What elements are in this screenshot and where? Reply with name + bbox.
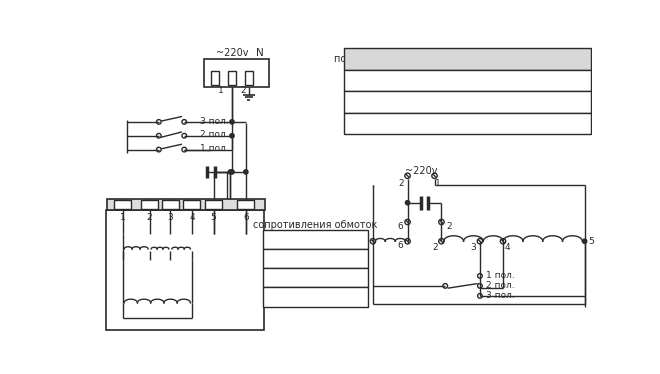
Text: 2 - 3: 2 - 3 (279, 254, 303, 264)
Text: 2: 2 (432, 243, 438, 252)
Text: III: III (401, 119, 409, 128)
Bar (345, 113, 591, 134)
Circle shape (228, 170, 232, 174)
Bar (345, 70, 591, 91)
Text: 4: 4 (189, 213, 195, 222)
Bar (211, 71, 219, 85)
Text: 3 пол.: 3 пол. (199, 117, 228, 126)
Text: 3 пол.: 3 пол. (486, 291, 515, 300)
Text: положение переключателя: положение переключателя (334, 54, 476, 64)
Circle shape (230, 120, 234, 124)
Bar (263, 230, 368, 249)
Text: 5: 5 (211, 213, 216, 222)
Text: I: I (403, 75, 407, 85)
Text: 2: 2 (241, 86, 246, 95)
Text: 2: 2 (398, 179, 404, 188)
Bar (263, 288, 368, 307)
Bar (345, 91, 591, 113)
Bar (107, 199, 265, 211)
Text: 1: 1 (119, 213, 125, 222)
Bar (345, 48, 591, 70)
Text: 1 пол.: 1 пол. (199, 144, 228, 153)
Text: 2: 2 (446, 222, 451, 231)
Text: 5: 5 (589, 237, 594, 246)
Bar (245, 71, 253, 85)
Text: 2 пол.: 2 пол. (199, 131, 228, 140)
Text: 6: 6 (243, 213, 249, 222)
Circle shape (583, 239, 587, 243)
Text: ~220v: ~220v (405, 166, 438, 176)
Bar (205, 200, 222, 209)
Circle shape (244, 170, 248, 174)
Text: 1: 1 (436, 179, 441, 188)
Text: 184: 184 (333, 234, 353, 244)
Bar (263, 249, 368, 268)
Bar (114, 200, 131, 209)
Bar (263, 268, 368, 288)
Bar (141, 200, 158, 209)
Bar (162, 200, 179, 209)
Text: 1: 1 (218, 86, 224, 95)
Text: сопротивления обмоток: сопротивления обмоток (253, 220, 378, 230)
Text: сопротивление на входе: сопротивление на входе (465, 54, 592, 64)
Text: 3 - 4: 3 - 4 (279, 273, 303, 283)
Text: 1: 1 (363, 241, 369, 250)
Bar (203, 59, 269, 87)
Text: 3: 3 (471, 243, 476, 252)
Circle shape (230, 170, 234, 174)
Text: N: N (256, 48, 263, 58)
Text: 4: 4 (505, 243, 510, 252)
Bar (238, 200, 254, 209)
Text: 6: 6 (397, 222, 403, 231)
Text: 6: 6 (397, 241, 403, 250)
Text: 74: 74 (337, 254, 350, 264)
Text: II: II (402, 97, 408, 107)
Circle shape (405, 200, 410, 205)
Text: 258 ом: 258 ом (510, 97, 546, 107)
Text: ~220v: ~220v (216, 48, 248, 58)
Bar (228, 71, 236, 85)
Text: 1 пол.: 1 пол. (486, 272, 515, 280)
Text: 74: 74 (337, 273, 350, 283)
Text: 332 ома: 332 ома (506, 75, 550, 85)
Text: 3: 3 (168, 213, 174, 222)
Text: 2 пол.: 2 пол. (486, 281, 515, 290)
Bar (183, 200, 201, 209)
Text: 74: 74 (337, 292, 350, 302)
Text: 184 ома: 184 ома (506, 119, 550, 128)
Bar (106, 211, 263, 330)
Text: 4 - 5: 4 - 5 (279, 292, 303, 302)
Text: 1 - 6: 1 - 6 (279, 234, 303, 244)
Text: 2: 2 (147, 213, 152, 222)
Circle shape (230, 134, 234, 138)
